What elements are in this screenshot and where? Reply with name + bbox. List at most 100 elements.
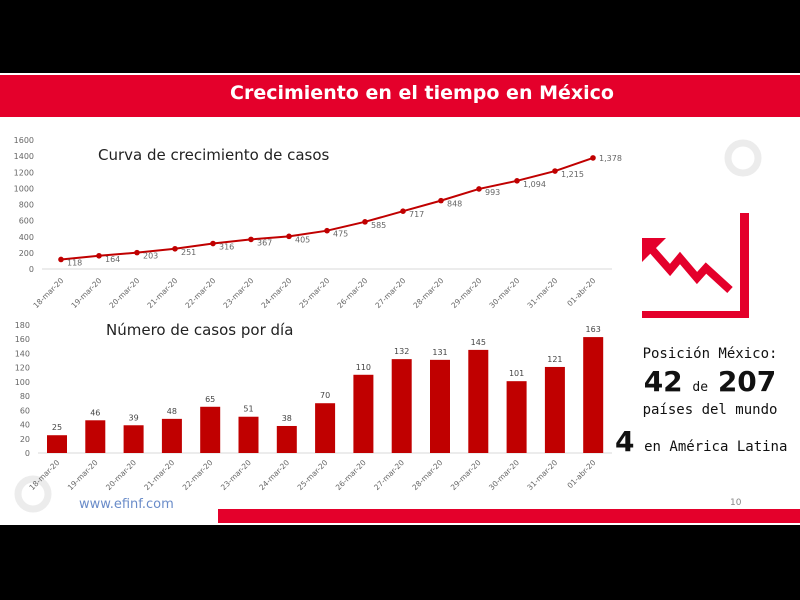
data-label: 585 xyxy=(371,221,386,230)
y-tick-label: 1000 xyxy=(14,184,34,193)
ring-icon xyxy=(724,139,762,177)
data-label: 163 xyxy=(586,325,601,334)
data-label: 48 xyxy=(167,407,177,416)
y-tick-label: 80 xyxy=(20,392,30,401)
y-tick-label: 60 xyxy=(20,406,30,415)
y-tick-label: 400 xyxy=(19,233,34,242)
rank-value: 42 xyxy=(643,365,683,398)
data-label: 46 xyxy=(90,408,100,417)
data-label: 38 xyxy=(282,414,292,423)
y-tick-label: 40 xyxy=(20,421,30,430)
data-point xyxy=(172,245,178,252)
data-point xyxy=(96,252,102,259)
y-tick-label: 0 xyxy=(29,265,34,274)
data-point xyxy=(438,197,444,204)
rank-of: de xyxy=(692,380,709,395)
data-label: 131 xyxy=(432,348,447,357)
total-countries: 207 xyxy=(717,365,777,398)
data-point xyxy=(514,177,520,184)
data-label: 132 xyxy=(394,347,409,356)
data-label: 717 xyxy=(409,210,424,219)
bar-chart-title: Número de casos por día xyxy=(106,321,294,339)
data-label: 118 xyxy=(67,258,82,267)
data-label: 121 xyxy=(547,355,562,364)
data-label: 405 xyxy=(295,235,310,244)
x-tick-label: 18-mar-20 xyxy=(27,458,61,492)
y-tick-label: 800 xyxy=(19,201,34,210)
ring-icon xyxy=(14,475,52,513)
header-band xyxy=(0,75,800,117)
data-point xyxy=(362,219,368,225)
y-tick-label: 600 xyxy=(19,217,34,226)
data-label: 101 xyxy=(509,369,524,378)
x-tick-label: 26-mar-20 xyxy=(334,458,368,492)
bar xyxy=(47,435,67,453)
latam-label: en América Latina xyxy=(644,439,788,455)
bar xyxy=(276,425,297,453)
page-number: 10 xyxy=(730,498,742,508)
y-tick-label: 0 xyxy=(25,449,30,458)
footer-bar xyxy=(218,509,800,523)
y-tick-label: 120 xyxy=(15,364,30,373)
x-tick-label: 27-mar-20 xyxy=(372,458,406,492)
bar xyxy=(391,359,412,453)
latam-rank-value: 4 xyxy=(615,425,635,458)
world-rank: 42 de 207 xyxy=(610,365,800,398)
data-label: 145 xyxy=(471,338,486,347)
data-label: 475 xyxy=(333,230,348,239)
x-tick-label: 24-mar-20 xyxy=(257,458,291,492)
bar xyxy=(544,366,565,453)
x-tick-label: 31-mar-20 xyxy=(525,458,559,492)
bar xyxy=(506,381,527,453)
data-label: 367 xyxy=(257,238,272,247)
data-point xyxy=(324,227,330,234)
data-label: 65 xyxy=(205,395,215,404)
y-tick-label: 1400 xyxy=(14,152,34,161)
data-label: 110 xyxy=(356,363,371,372)
y-tick-label: 100 xyxy=(15,378,30,387)
data-point xyxy=(248,236,254,243)
world-label: países del mundo xyxy=(642,402,778,418)
data-label: 203 xyxy=(143,252,158,261)
bar xyxy=(123,425,144,453)
data-label: 51 xyxy=(243,405,253,414)
data-label: 164 xyxy=(105,255,120,264)
y-tick-label: 180 xyxy=(15,321,30,330)
x-tick-label: 19-mar-20 xyxy=(66,458,100,492)
line-chart-title: Curva de crecimiento de casos xyxy=(98,146,330,164)
data-point xyxy=(552,168,558,174)
y-tick-label: 140 xyxy=(15,349,30,358)
bar xyxy=(200,406,221,453)
x-tick-label: 21-mar-20 xyxy=(142,458,176,492)
bar xyxy=(430,359,450,453)
bar xyxy=(353,374,374,453)
x-tick-label: 20-mar-20 xyxy=(104,458,138,492)
data-point xyxy=(210,240,216,247)
data-point xyxy=(476,186,482,192)
position-label: Posición México: xyxy=(642,346,778,362)
data-label: 848 xyxy=(447,200,462,209)
data-label: 251 xyxy=(181,248,196,257)
data-point xyxy=(590,155,596,161)
y-tick-label: 160 xyxy=(15,335,30,344)
declining-chart-icon xyxy=(642,213,749,318)
data-label: 1,215 xyxy=(561,170,584,179)
website-link[interactable]: www.efinf.com xyxy=(79,497,174,512)
x-tick-label: 30-mar-20 xyxy=(487,458,521,492)
y-tick-label: 20 xyxy=(20,435,30,444)
data-label: 993 xyxy=(485,188,500,197)
bar xyxy=(85,420,106,453)
y-tick-label: 1600 xyxy=(14,136,34,145)
data-point xyxy=(58,256,64,263)
y-tick-label: 200 xyxy=(19,249,34,258)
data-point xyxy=(134,249,140,256)
y-tick-label: 1200 xyxy=(14,168,34,177)
data-label: 70 xyxy=(320,391,330,400)
data-label: 39 xyxy=(129,413,139,422)
x-tick-label: 22-mar-20 xyxy=(181,458,215,492)
bar xyxy=(238,416,259,453)
bar xyxy=(468,349,489,453)
